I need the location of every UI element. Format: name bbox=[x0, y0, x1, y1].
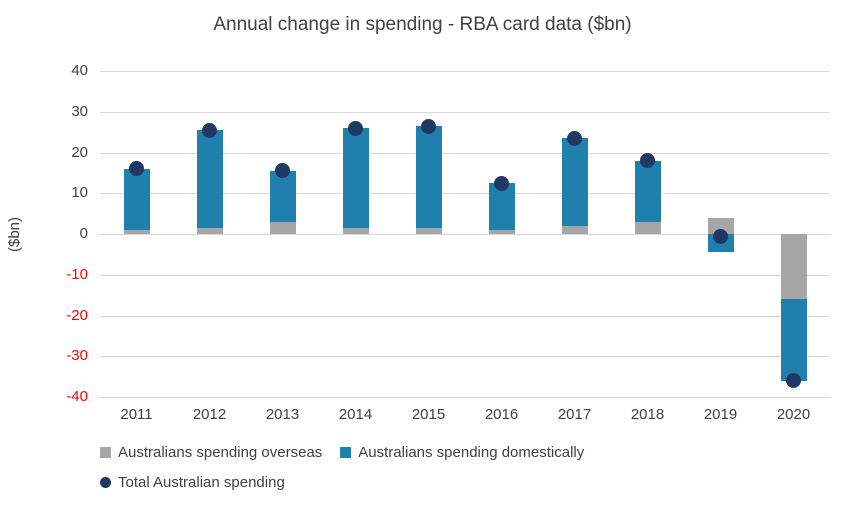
legend-row-2: Total Australian spending bbox=[100, 474, 820, 491]
plot-area: 40 30 20 10 0 -10 -20 -30 -40 2011 2012 2013 2014 201… bbox=[66, 62, 830, 423]
x-tick-label: 2014 bbox=[338, 406, 373, 423]
bar-segment bbox=[196, 227, 223, 234]
bar-segment bbox=[561, 225, 588, 234]
x-tick-label: 2013 bbox=[265, 406, 300, 423]
bar-segment bbox=[123, 229, 150, 234]
total-dot bbox=[348, 120, 363, 136]
bar-segment bbox=[780, 234, 807, 300]
bar-segment bbox=[269, 221, 296, 234]
y-tick-label: 0 bbox=[79, 225, 88, 242]
gridline bbox=[100, 315, 830, 317]
bar-segment bbox=[123, 168, 150, 230]
x-tick-label: 2011 bbox=[120, 406, 153, 423]
bar-segment bbox=[342, 128, 369, 228]
total-dot bbox=[640, 153, 655, 169]
total-dot bbox=[129, 161, 144, 177]
legend-label-total: Total Australian spending bbox=[118, 474, 285, 491]
y-tick-label: 10 bbox=[71, 184, 88, 202]
y-tick-label: 30 bbox=[71, 102, 88, 120]
bar-segment bbox=[780, 299, 807, 381]
total-dot bbox=[202, 122, 217, 138]
bar-segment bbox=[415, 126, 442, 228]
legend-item-domestic: Australians spending domestically bbox=[340, 444, 584, 461]
y-tick-label: 20 bbox=[71, 143, 88, 161]
total-dot bbox=[567, 130, 582, 146]
x-tick-label: 2018 bbox=[630, 406, 665, 423]
chart-title: Annual change in spending - RBA card dat… bbox=[213, 14, 632, 35]
legend-swatch-total-icon bbox=[100, 477, 111, 488]
bar-segment bbox=[488, 183, 515, 230]
bar-segment bbox=[707, 217, 734, 234]
gridline bbox=[100, 397, 830, 398]
x-tick-label: 2012 bbox=[192, 406, 227, 423]
gridline bbox=[100, 111, 830, 113]
y-tick-label: -40 bbox=[66, 388, 88, 405]
total-dot bbox=[421, 118, 436, 134]
bar-segment bbox=[415, 227, 442, 234]
bar-segment bbox=[269, 170, 296, 222]
x-tick-label: 2015 bbox=[411, 406, 446, 423]
bar-segment bbox=[342, 227, 369, 234]
x-tick-label: 2019 bbox=[703, 406, 738, 423]
gridline bbox=[100, 356, 830, 358]
y-tick-label: -10 bbox=[66, 265, 88, 283]
legend-row-1: Australians spending overseas Australian… bbox=[100, 444, 820, 461]
bar-segment bbox=[488, 229, 515, 234]
legend: Australians spending overseas Australian… bbox=[100, 444, 820, 504]
gridline bbox=[100, 152, 830, 154]
total-dot bbox=[713, 228, 728, 244]
legend-item-total: Total Australian spending bbox=[100, 474, 285, 491]
x-tick-label: 2020 bbox=[776, 406, 811, 423]
total-dot bbox=[494, 175, 509, 191]
bar-segment bbox=[634, 160, 661, 222]
y-tick-label: -20 bbox=[66, 306, 88, 324]
gridline bbox=[100, 193, 830, 195]
legend-item-overseas: Australians spending overseas bbox=[100, 444, 322, 461]
legend-swatch-domestic bbox=[340, 447, 352, 458]
total-dot bbox=[786, 373, 801, 389]
gridline bbox=[100, 234, 830, 235]
x-tick-label: 2017 bbox=[557, 406, 592, 423]
total-dot bbox=[275, 163, 290, 179]
y-tick-label: -30 bbox=[66, 347, 88, 365]
legend-label-overseas: Australians spending overseas bbox=[118, 444, 323, 461]
bar-segment bbox=[196, 130, 223, 228]
bar-segment bbox=[634, 221, 661, 234]
legend-swatch-overseas bbox=[100, 447, 111, 458]
x-tick-label: 2016 bbox=[484, 406, 519, 423]
gridline bbox=[100, 274, 830, 276]
bar-segment bbox=[561, 138, 588, 226]
gridline bbox=[100, 71, 830, 72]
y-tick-label: 40 bbox=[71, 62, 88, 79]
legend-label-domestic: Australians spending domestically bbox=[358, 444, 585, 461]
